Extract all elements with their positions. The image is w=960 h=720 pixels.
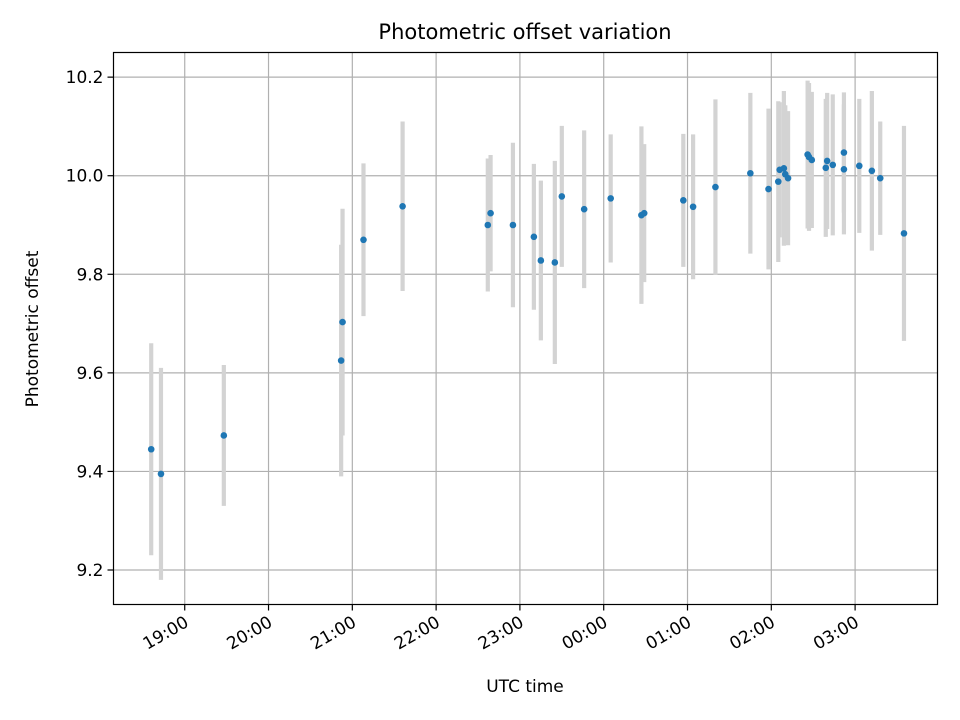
data-point xyxy=(829,161,837,169)
data-point xyxy=(537,257,545,264)
data-point xyxy=(747,169,754,177)
y-axis-label: Photometric offset xyxy=(23,250,43,407)
data-point xyxy=(823,157,831,165)
data-point xyxy=(551,259,559,266)
data-point xyxy=(530,233,538,241)
data-point xyxy=(580,205,588,213)
data-point xyxy=(855,162,863,170)
data-point xyxy=(774,178,782,185)
y-tick-label: 9.4 xyxy=(76,462,103,482)
data-point xyxy=(840,149,848,156)
data-point xyxy=(640,209,648,217)
data-point xyxy=(712,183,719,191)
data-point xyxy=(822,164,830,172)
data-point xyxy=(147,445,155,453)
data-point xyxy=(487,209,494,217)
data-point xyxy=(220,432,228,439)
data-point xyxy=(900,230,908,237)
data-point xyxy=(399,202,406,210)
data-point xyxy=(484,221,492,229)
plot-frame xyxy=(112,51,939,606)
data-point xyxy=(607,195,614,202)
y-tick-label: 10.0 xyxy=(66,167,104,187)
data-point xyxy=(680,197,687,204)
y-tick-label: 9.8 xyxy=(76,265,103,285)
data-point xyxy=(808,156,816,164)
y-axis-ticks: 9.2 9.4 9.6 9.8 10.0 10.2 xyxy=(66,68,114,581)
y-tick-label: 9.2 xyxy=(76,561,103,581)
data-point xyxy=(337,357,345,364)
data-point xyxy=(876,174,884,182)
data-points xyxy=(147,149,908,478)
data-point xyxy=(689,203,697,211)
data-point xyxy=(339,318,346,326)
data-point xyxy=(360,236,367,244)
data-point xyxy=(780,165,788,172)
data-point xyxy=(840,166,848,173)
data-point xyxy=(558,193,566,200)
grid xyxy=(113,52,938,605)
y-tick-label: 9.6 xyxy=(76,364,103,384)
x-axis-label: UTC time xyxy=(486,677,564,697)
data-point xyxy=(157,470,165,478)
data-point xyxy=(868,167,876,175)
y-tick-label: 10.2 xyxy=(66,68,104,88)
chart-title: Photometric offset variation xyxy=(378,20,671,44)
data-point xyxy=(509,221,517,229)
data-point xyxy=(784,174,792,182)
data-point xyxy=(765,185,772,193)
